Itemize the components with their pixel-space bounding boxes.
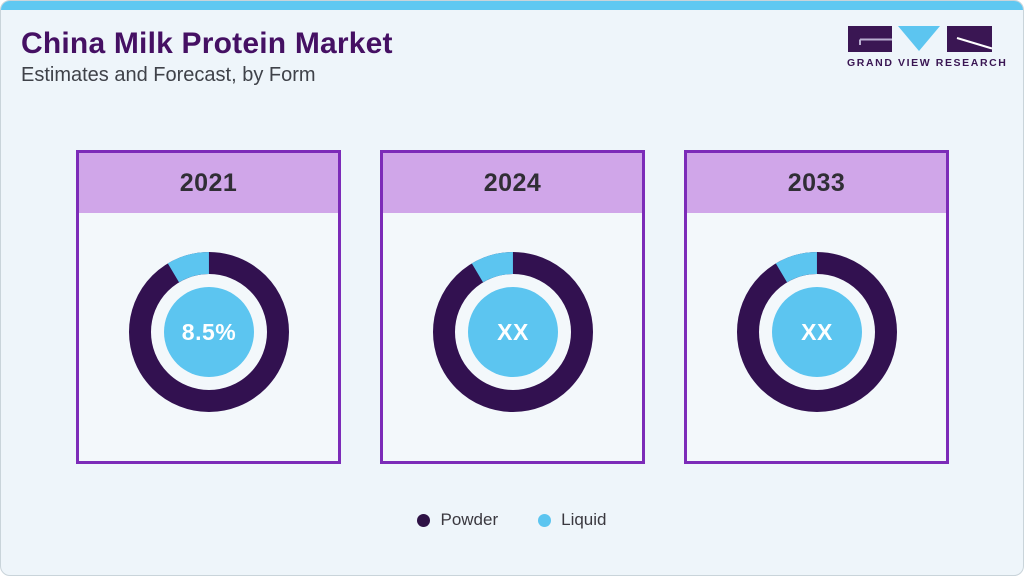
header: China Milk Protein Market Estimates and … bbox=[21, 27, 393, 87]
donut-center-value: XX bbox=[801, 319, 833, 345]
card-year-2024: 2024 bbox=[383, 153, 642, 213]
card-body-2021: 8.5% bbox=[79, 213, 338, 461]
legend-item-powder: Powder bbox=[417, 510, 498, 530]
card-2021: 2021 8.5% bbox=[76, 150, 341, 464]
card-2033: 2033 XX bbox=[684, 150, 949, 464]
card-year-2033: 2033 bbox=[687, 153, 946, 213]
donut-chart-2033: XX bbox=[736, 252, 897, 412]
page-title: China Milk Protein Market bbox=[21, 27, 393, 60]
card-body-2024: XX bbox=[383, 213, 642, 461]
gvr-logo-icon bbox=[848, 26, 993, 52]
card-body-2033: XX bbox=[687, 213, 946, 461]
powder-legend-dot bbox=[417, 513, 431, 527]
donut-center-disc bbox=[467, 287, 558, 377]
powder-ring bbox=[432, 252, 593, 412]
card-2024: 2024 XX bbox=[380, 150, 645, 464]
top-accent-stripe bbox=[1, 1, 1023, 10]
liquid-slice bbox=[128, 252, 289, 412]
donut-center-value: 8.5% bbox=[181, 319, 235, 345]
page-subtitle: Estimates and Forecast, by Form bbox=[21, 64, 316, 86]
donut-chart-2024: XX bbox=[432, 252, 593, 412]
year-cards: 2021 8.5% 2024 XX bbox=[76, 150, 949, 464]
powder-ring bbox=[128, 252, 289, 412]
chart-legend: Powder Liquid bbox=[1, 510, 1023, 530]
donut-center-disc bbox=[163, 287, 254, 377]
donut-center-disc bbox=[771, 287, 862, 377]
liquid-slice bbox=[736, 252, 897, 412]
card-year-2021: 2021 bbox=[79, 153, 338, 213]
donut-chart-2021: 8.5% bbox=[128, 252, 289, 412]
powder-ring bbox=[736, 252, 897, 412]
liquid-legend-dot bbox=[538, 513, 552, 527]
legend-item-liquid: Liquid bbox=[538, 510, 607, 530]
logo-wordmark: GRAND VIEW RESEARCH bbox=[847, 57, 1008, 69]
powder-legend-label: Powder bbox=[440, 510, 499, 529]
donut-center-value: XX bbox=[497, 319, 529, 345]
liquid-legend-label: Liquid bbox=[561, 510, 607, 529]
grand-view-research-logo: GRAND VIEW RESEARCH bbox=[847, 25, 1008, 69]
